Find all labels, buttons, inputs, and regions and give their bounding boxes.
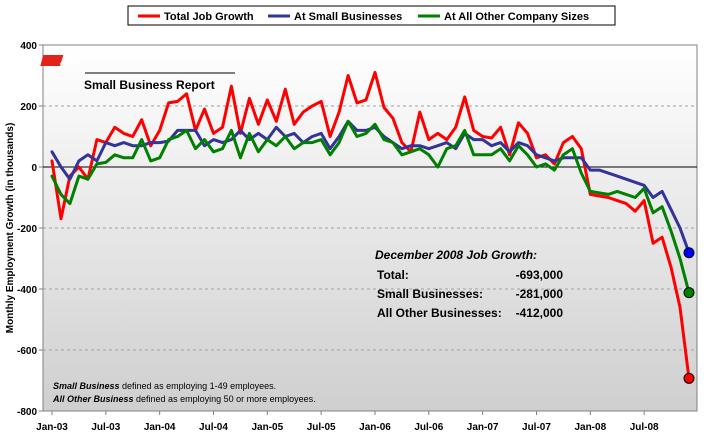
- y-axis-label: Monthly Employment Growth (in thousands): [5, 123, 16, 334]
- x-tick-label: Jan-05: [251, 422, 283, 433]
- legend: Total Job Growth At Small Businesses At …: [127, 5, 616, 26]
- legend-label-other: At All Other Company Sizes: [444, 11, 589, 23]
- y-tick-label: 0: [31, 163, 37, 174]
- footnote-other-term: All Other Business: [52, 394, 134, 404]
- x-tick-label: Jul-03: [91, 422, 120, 433]
- x-tick-label: Jul-05: [307, 422, 336, 433]
- adp-logo-shape: [40, 55, 64, 66]
- adp-logo-text: ADP: [59, 57, 80, 67]
- adp-logo: ADP: [40, 55, 80, 67]
- series-layer: [50, 70, 695, 384]
- footnote-other-business: All Other Business defined as employing …: [52, 394, 316, 404]
- legend-box: [127, 5, 616, 26]
- footnote-small-business: Small Business defined as employing 1-49…: [53, 381, 276, 391]
- legend-label-small: At Small Businesses: [294, 11, 402, 23]
- x-tick-label: Jan-06: [359, 422, 391, 433]
- footnote-other-text: defined as employing 50 or more employee…: [134, 394, 316, 404]
- end-marker-at-all-other-company-sizes: [683, 287, 695, 299]
- x-axis: Jan-03 Jul-03 Jan-04 Jul-04 Jan-05 Jul-05 Jan-…: [36, 411, 659, 433]
- summary-label-other: All Other Businesses:: [377, 306, 502, 320]
- x-tick-label: Jan-07: [467, 422, 499, 433]
- end-marker-at-small-businesses: [683, 247, 695, 259]
- summary-label-small: Small Businesses:: [377, 287, 483, 301]
- report-title: Small Business Report: [84, 78, 215, 92]
- summary-value-other: -412,000: [516, 306, 564, 320]
- end-marker-total-job-growth: [683, 372, 695, 384]
- x-tick-label: Jul-04: [199, 422, 228, 433]
- x-tick-label: Jan-08: [574, 422, 606, 433]
- x-tick-label: Jan-03: [36, 422, 68, 433]
- footnote-small-term: Small Business: [53, 381, 120, 391]
- x-tick-label: Jan-04: [144, 422, 176, 433]
- x-tick-label: Jul-07: [522, 422, 551, 433]
- y-tick-label: -400: [17, 285, 37, 296]
- summary-label-total: Total:: [377, 268, 409, 282]
- x-tick-label: Jul-06: [414, 422, 443, 433]
- report-header: ADP Small Business Report: [40, 55, 235, 92]
- y-tick-label: -800: [17, 407, 37, 418]
- summary-box: December 2008 Job Growth: Total: -693,00…: [375, 248, 563, 320]
- legend-label-total: Total Job Growth: [164, 11, 254, 23]
- summary-value-total: -693,000: [516, 268, 564, 282]
- footnote-small-text: defined as employing 1-49 employees.: [120, 381, 277, 391]
- y-axis: 400 200 0 -200 -400 -600 -800: [17, 41, 43, 418]
- y-tick-label: 200: [20, 102, 37, 113]
- series-line-at-all-other-company-sizes: [50, 119, 691, 295]
- y-tick-label: 400: [20, 41, 37, 52]
- series-line-total-job-growth: [50, 70, 691, 380]
- x-tick-label: Jul-08: [630, 422, 659, 433]
- footnotes: Small Business defined as employing 1-49…: [52, 381, 316, 404]
- y-tick-label: -200: [17, 224, 37, 235]
- y-tick-label: -600: [17, 346, 37, 357]
- summary-value-small: -281,000: [516, 287, 564, 301]
- summary-title: December 2008 Job Growth:: [375, 248, 537, 262]
